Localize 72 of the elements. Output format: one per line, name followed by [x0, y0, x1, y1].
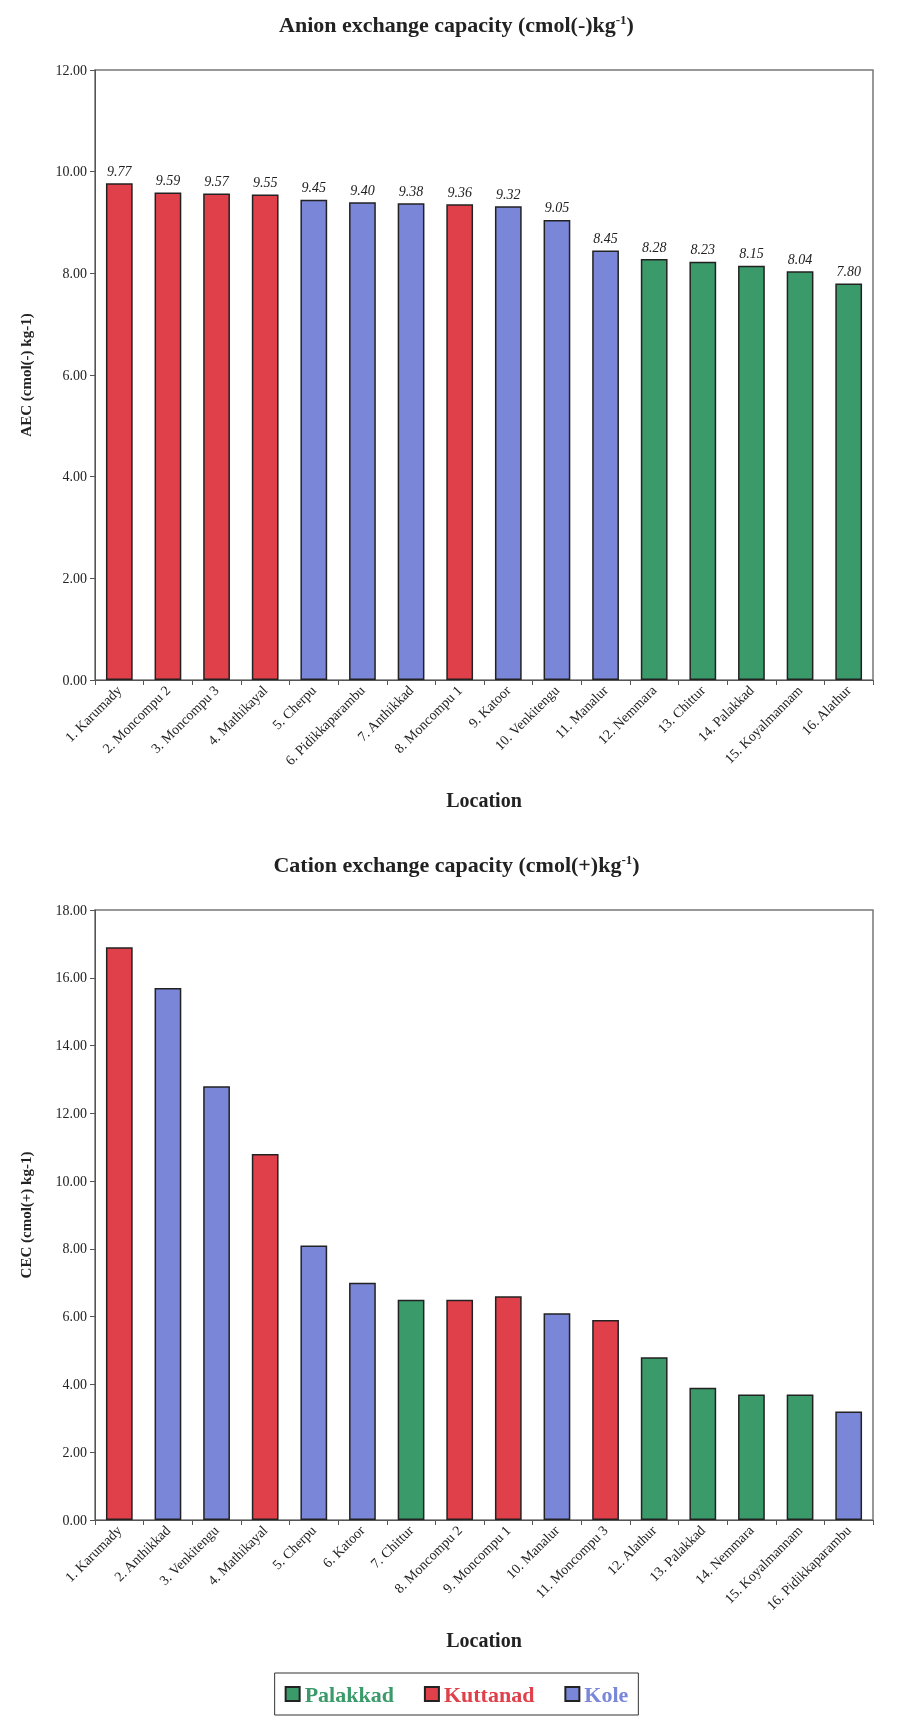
bar	[349, 202, 376, 680]
y-tick-label: 12.00	[55, 62, 87, 78]
bar	[786, 271, 814, 680]
data-label: 8.15	[739, 246, 764, 262]
y-axis-title: CEC (cmol(+) kg-1)	[17, 1151, 35, 1279]
bar	[203, 1086, 230, 1520]
bar	[494, 206, 522, 680]
bar	[640, 1357, 668, 1520]
y-tick-label: 16.00	[55, 970, 87, 986]
bar	[446, 204, 474, 680]
data-label: 9.05	[544, 200, 570, 216]
y-tick-label: 10.00	[55, 164, 87, 180]
data-label: 8.04	[787, 251, 813, 267]
bar	[786, 1394, 814, 1520]
y-tick-label: 0.00	[62, 1512, 87, 1528]
x-axis-title: Location	[446, 789, 522, 811]
data-label: 8.23	[690, 242, 716, 258]
bar	[494, 1296, 522, 1520]
bar	[835, 1411, 863, 1520]
bar	[154, 192, 182, 680]
x-axis-title: Location	[446, 1629, 522, 1651]
data-label: 9.40	[350, 182, 375, 198]
y-axis-title: AEC (cmol(-) kg-1)	[17, 313, 35, 437]
y-tick-label: 6.00	[62, 367, 87, 383]
data-label: 8.28	[641, 239, 667, 255]
bar	[835, 283, 863, 680]
data-label: 9.38	[398, 183, 424, 199]
data-label: 9.59	[155, 173, 181, 189]
data-label: 9.77	[107, 163, 133, 179]
legend-label: Kole	[584, 1681, 629, 1707]
bar	[349, 1282, 376, 1520]
data-label: 9.55	[252, 175, 278, 191]
bar	[689, 1387, 717, 1520]
bar	[640, 259, 668, 680]
bar	[105, 947, 133, 1520]
y-tick-label: 4.00	[62, 1376, 87, 1392]
bar	[689, 261, 717, 680]
y-tick-label: 8.00	[62, 265, 87, 281]
y-tick-label: 8.00	[62, 1241, 87, 1257]
data-label: 8.45	[593, 230, 618, 246]
y-tick-label: 10.00	[55, 1173, 87, 1189]
legend-label: Palakkad	[304, 1681, 394, 1707]
y-tick-label: 12.00	[55, 1105, 87, 1121]
bar	[300, 1245, 328, 1520]
data-label: 7.80	[836, 264, 861, 279]
y-tick-label: 2.00	[62, 1444, 87, 1460]
y-tick-label: 2.00	[62, 570, 87, 586]
bar	[446, 1299, 474, 1520]
data-label: 9.45	[301, 180, 327, 196]
bar	[300, 199, 328, 680]
y-tick-label: 18.00	[55, 902, 87, 918]
y-tick-label: 14.00	[55, 1038, 87, 1054]
bar	[592, 1320, 619, 1520]
bar	[592, 250, 619, 680]
bar	[251, 1154, 279, 1520]
bar	[738, 265, 765, 680]
y-tick-label: 4.00	[62, 469, 87, 485]
bar	[397, 203, 425, 680]
bar	[251, 194, 279, 680]
bar	[105, 183, 133, 680]
y-tick-label: 6.00	[62, 1309, 87, 1325]
bar	[397, 1299, 425, 1520]
bar	[543, 1313, 571, 1520]
legend-label: Kuttanad	[443, 1681, 535, 1707]
bar	[154, 987, 182, 1520]
bar	[543, 219, 571, 680]
bar	[738, 1394, 765, 1520]
y-tick-label: 0.00	[62, 672, 87, 688]
bar	[203, 193, 230, 680]
data-label: 9.32	[496, 186, 521, 202]
data-label: 9.36	[447, 184, 472, 200]
data-label: 9.57	[204, 174, 230, 190]
